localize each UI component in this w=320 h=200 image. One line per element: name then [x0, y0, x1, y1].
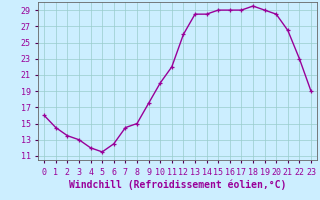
- X-axis label: Windchill (Refroidissement éolien,°C): Windchill (Refroidissement éolien,°C): [69, 179, 286, 190]
